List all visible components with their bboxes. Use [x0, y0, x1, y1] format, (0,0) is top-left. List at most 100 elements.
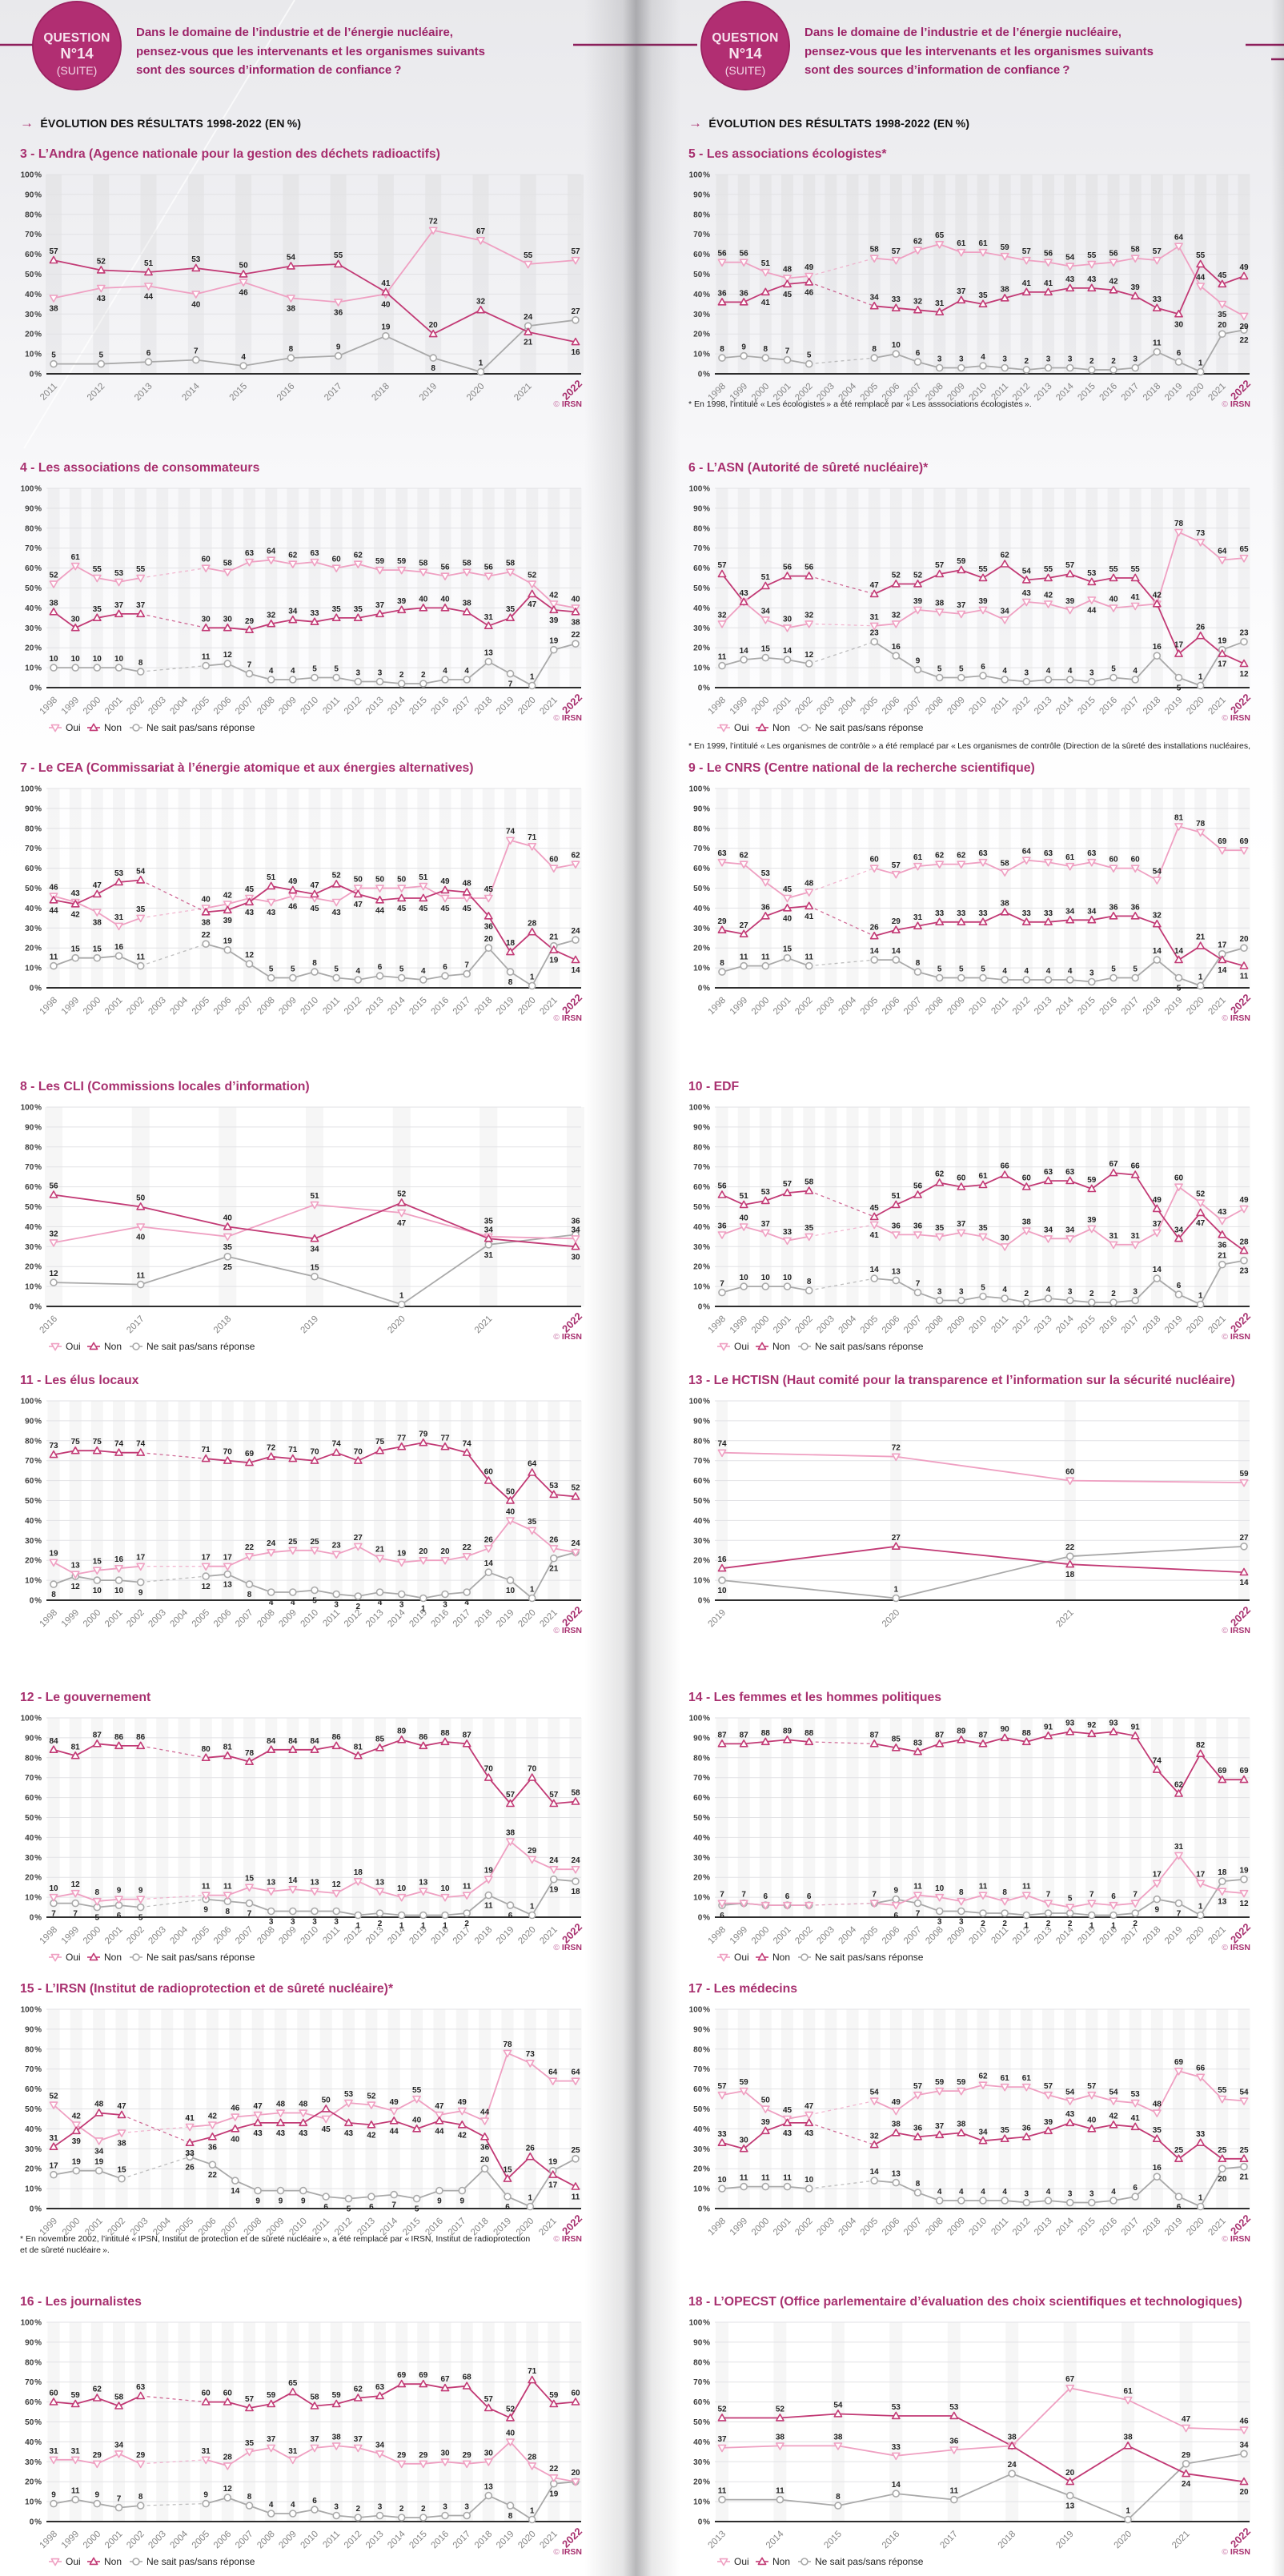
svg-text:30 %: 30 %: [25, 1537, 42, 1546]
svg-text:74: 74: [332, 1440, 342, 1449]
svg-text:2005: 2005: [859, 2217, 881, 2238]
svg-text:3: 3: [378, 2503, 383, 2512]
svg-text:62: 62: [935, 1170, 945, 1179]
svg-text:54: 54: [1022, 568, 1032, 576]
svg-text:6: 6: [764, 1892, 768, 1901]
svg-text:63: 63: [245, 549, 255, 558]
svg-text:31: 31: [49, 2447, 58, 2456]
svg-text:2009: 2009: [945, 996, 967, 1017]
svg-text:70: 70: [354, 1448, 363, 1457]
svg-text:31: 31: [49, 2134, 58, 2143]
svg-text:1: 1: [530, 973, 535, 982]
svg-text:2019: 2019: [1054, 2530, 1076, 2551]
svg-text:8: 8: [138, 659, 143, 668]
svg-text:55: 55: [1109, 565, 1118, 574]
svg-text:90 %: 90 %: [693, 1123, 710, 1132]
svg-text:Oui: Oui: [66, 1341, 81, 1352]
svg-text:2006: 2006: [212, 996, 234, 1017]
svg-text:49: 49: [440, 877, 450, 886]
svg-text:51: 51: [761, 259, 771, 268]
svg-text:54: 54: [287, 254, 296, 263]
svg-text:2017: 2017: [125, 1314, 146, 1336]
svg-text:16: 16: [114, 1555, 124, 1564]
svg-text:49: 49: [1153, 1196, 1162, 1205]
svg-text:52: 52: [776, 2405, 785, 2414]
svg-text:37: 37: [267, 2435, 276, 2444]
svg-text:20: 20: [429, 321, 439, 330]
svg-text:45: 45: [397, 905, 407, 913]
svg-text:87: 87: [717, 1731, 727, 1739]
svg-text:58: 58: [571, 1789, 580, 1798]
svg-text:38: 38: [1008, 2433, 1017, 2442]
svg-text:9: 9: [203, 2491, 208, 2500]
svg-text:5: 5: [981, 1284, 985, 1293]
svg-text:51: 51: [419, 873, 428, 882]
svg-text:Non: Non: [104, 2556, 122, 2567]
svg-text:2005: 2005: [191, 1925, 212, 1947]
svg-text:6: 6: [1177, 349, 1182, 358]
svg-text:6: 6: [807, 1892, 812, 1901]
svg-text:12: 12: [223, 651, 233, 660]
svg-text:1999: 1999: [728, 1925, 750, 1947]
svg-text:8: 8: [764, 345, 768, 354]
svg-text:2013: 2013: [1033, 1314, 1054, 1336]
svg-text:Oui: Oui: [66, 722, 81, 733]
svg-text:37: 37: [114, 601, 124, 610]
svg-text:13: 13: [484, 2483, 494, 2492]
svg-text:57: 57: [935, 561, 945, 570]
svg-text:2022: 2022: [1228, 2526, 1253, 2550]
svg-text:38: 38: [332, 2433, 342, 2442]
svg-text:52: 52: [528, 572, 537, 580]
svg-text:19: 19: [549, 637, 559, 646]
svg-text:29: 29: [892, 917, 901, 926]
svg-text:20: 20: [1218, 2175, 1227, 2184]
svg-text:46: 46: [805, 289, 814, 298]
svg-text:11: 11: [740, 953, 748, 962]
svg-text:60: 60: [549, 856, 559, 865]
svg-text:60 %: 60 %: [693, 1183, 710, 1192]
svg-text:30 %: 30 %: [693, 624, 710, 633]
svg-text:2000: 2000: [82, 1925, 103, 1947]
svg-text:47: 47: [397, 1219, 407, 1228]
svg-text:66: 66: [1131, 1162, 1141, 1171]
svg-text:32: 32: [49, 1230, 58, 1238]
svg-text:2020: 2020: [465, 382, 487, 403]
svg-text:43: 43: [1022, 589, 1032, 598]
svg-text:40 %: 40 %: [25, 1223, 42, 1232]
svg-text:25: 25: [310, 1538, 319, 1547]
svg-text:5: 5: [269, 965, 274, 974]
svg-text:2004: 2004: [837, 2216, 859, 2237]
svg-text:2015: 2015: [1076, 1925, 1097, 1947]
svg-text:24: 24: [1182, 2480, 1191, 2489]
svg-text:58: 58: [506, 560, 516, 568]
svg-text:78: 78: [245, 1749, 255, 1758]
svg-text:10 %: 10 %: [25, 2498, 42, 2507]
svg-text:43: 43: [267, 909, 276, 917]
svg-text:© IRSN: © IRSN: [1222, 713, 1250, 723]
svg-text:17: 17: [1218, 941, 1227, 950]
svg-text:34: 34: [114, 2441, 124, 2450]
svg-text:20 %: 20 %: [693, 1263, 710, 1272]
svg-text:2017: 2017: [451, 996, 473, 1017]
svg-text:1999: 1999: [728, 2217, 750, 2238]
svg-text:3: 3: [378, 669, 383, 678]
svg-text:2022: 2022: [560, 1310, 584, 1335]
svg-text:3: 3: [1068, 1288, 1073, 1297]
svg-text:2020: 2020: [1113, 2530, 1134, 2551]
svg-text:56: 56: [1044, 250, 1053, 259]
svg-text:30 %: 30 %: [25, 925, 42, 933]
svg-text:38: 38: [93, 918, 102, 927]
svg-text:2: 2: [981, 1920, 985, 1928]
svg-text:10: 10: [783, 1274, 792, 1282]
svg-text:45: 45: [419, 905, 428, 913]
svg-text:100 %: 100 %: [21, 1715, 42, 1723]
svg-text:2020: 2020: [516, 1608, 538, 1630]
svg-text:32: 32: [1153, 911, 1162, 920]
svg-text:40 %: 40 %: [693, 604, 710, 613]
svg-text:49: 49: [892, 2098, 901, 2107]
svg-text:69: 69: [1218, 837, 1227, 846]
svg-text:21: 21: [1239, 2173, 1249, 2182]
svg-text:9: 9: [117, 1887, 122, 1896]
svg-text:71: 71: [528, 833, 537, 842]
svg-text:100 %: 100 %: [689, 2319, 711, 2328]
